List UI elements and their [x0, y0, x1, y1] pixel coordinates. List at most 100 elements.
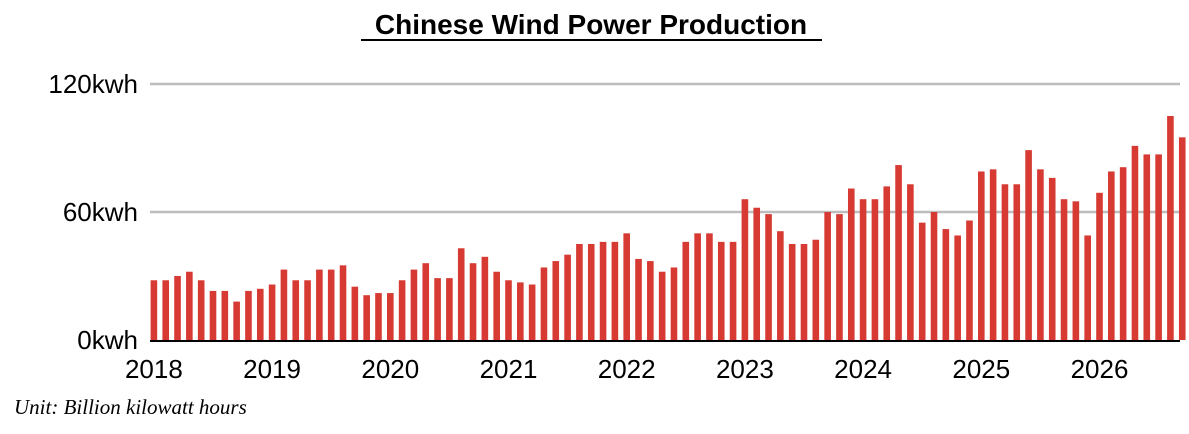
bar: [162, 280, 170, 340]
bar: [576, 244, 583, 340]
bar: [245, 290, 252, 340]
bar: [1037, 169, 1044, 340]
bar: [410, 269, 418, 340]
bar: [457, 248, 465, 340]
bar: [304, 280, 311, 340]
bar: [1072, 201, 1080, 340]
bar: [895, 165, 902, 340]
bar: [339, 265, 347, 340]
bar: [233, 301, 240, 340]
bar: [1096, 192, 1103, 340]
x-axis-tick-labels: 2018 2019 2020 2021 2022 2023 2024 2025 2026: [125, 354, 1128, 384]
bar: [174, 276, 181, 340]
bar: [1155, 154, 1162, 340]
bar: [647, 261, 654, 340]
bar: [812, 239, 820, 340]
unit-note: Unit: Billion kilowatt hours: [14, 395, 247, 419]
bar: [989, 169, 997, 340]
bar: [658, 271, 666, 340]
bar: [186, 271, 193, 340]
bar: [493, 271, 500, 340]
bar: [824, 212, 831, 340]
bar: [434, 278, 441, 340]
bar: [1060, 199, 1068, 340]
bar: [859, 199, 867, 340]
gridlines: [150, 82, 1180, 342]
bar: [564, 254, 571, 340]
bar: [316, 269, 323, 340]
x-tick-label: 2024: [834, 354, 892, 384]
bar: [836, 214, 843, 340]
x-tick-label: 2021: [480, 354, 538, 384]
bar: [387, 293, 394, 340]
bar: [978, 171, 985, 340]
x-tick-label: 2020: [361, 354, 419, 384]
y-tick-label: 120kwh: [48, 69, 138, 99]
bar: [777, 231, 784, 340]
bar: [209, 290, 217, 340]
bar: [469, 263, 477, 340]
bar: [930, 212, 938, 340]
bar: [505, 280, 512, 340]
bar: [729, 241, 737, 340]
bar: [1143, 154, 1151, 340]
bar: [918, 222, 926, 340]
bar: [1108, 171, 1115, 340]
x-tick-label: 2022: [598, 354, 656, 384]
bar: [954, 235, 961, 340]
bar: [753, 207, 761, 340]
x-tick-label: 2018: [125, 354, 183, 384]
bar: [375, 293, 382, 340]
bars: [150, 116, 1186, 340]
bar: [800, 244, 808, 340]
bar: [446, 278, 453, 340]
bar: [871, 199, 879, 340]
x-tick-label: 2023: [716, 354, 774, 384]
bar: [1178, 137, 1186, 340]
bar: [552, 261, 560, 340]
y-tick-label: 60kwh: [63, 197, 138, 227]
bar: [1167, 116, 1174, 340]
x-tick-label: 2019: [243, 354, 301, 384]
bar: [1048, 177, 1056, 340]
bar: [528, 284, 536, 340]
bar: [1119, 167, 1127, 340]
bar: [741, 199, 749, 340]
bar: [540, 267, 548, 340]
bar: [788, 244, 796, 340]
bar: [942, 229, 950, 340]
bar: [694, 233, 701, 340]
bar: [351, 286, 359, 340]
bar: [682, 241, 690, 340]
x-tick-label: 2026: [1071, 354, 1129, 384]
bar: [517, 282, 524, 340]
bar: [256, 288, 264, 340]
bar: [363, 295, 370, 340]
bar: [717, 241, 725, 340]
bar: [587, 244, 595, 340]
bar: [280, 269, 288, 340]
bar: [422, 263, 430, 340]
y-axis-tick-labels: 0kwh 60kwh 120kwh: [48, 69, 138, 355]
bar: [847, 188, 855, 340]
bar: [1013, 184, 1021, 340]
bar: [1084, 235, 1091, 340]
bar: [765, 214, 772, 340]
bar: [150, 280, 158, 340]
bar: [327, 269, 335, 340]
bar: [966, 220, 973, 340]
bar: [907, 184, 914, 340]
bar: [670, 267, 678, 340]
bar: [1025, 150, 1032, 340]
bar: [706, 233, 713, 340]
bar: [599, 241, 607, 340]
bar: [292, 280, 300, 340]
bar: [221, 290, 229, 340]
x-tick-label: 2025: [952, 354, 1010, 384]
bar: [268, 284, 276, 340]
bar: [883, 186, 891, 340]
bar: [398, 280, 406, 340]
bar: [197, 280, 205, 340]
bar: [1001, 184, 1009, 340]
